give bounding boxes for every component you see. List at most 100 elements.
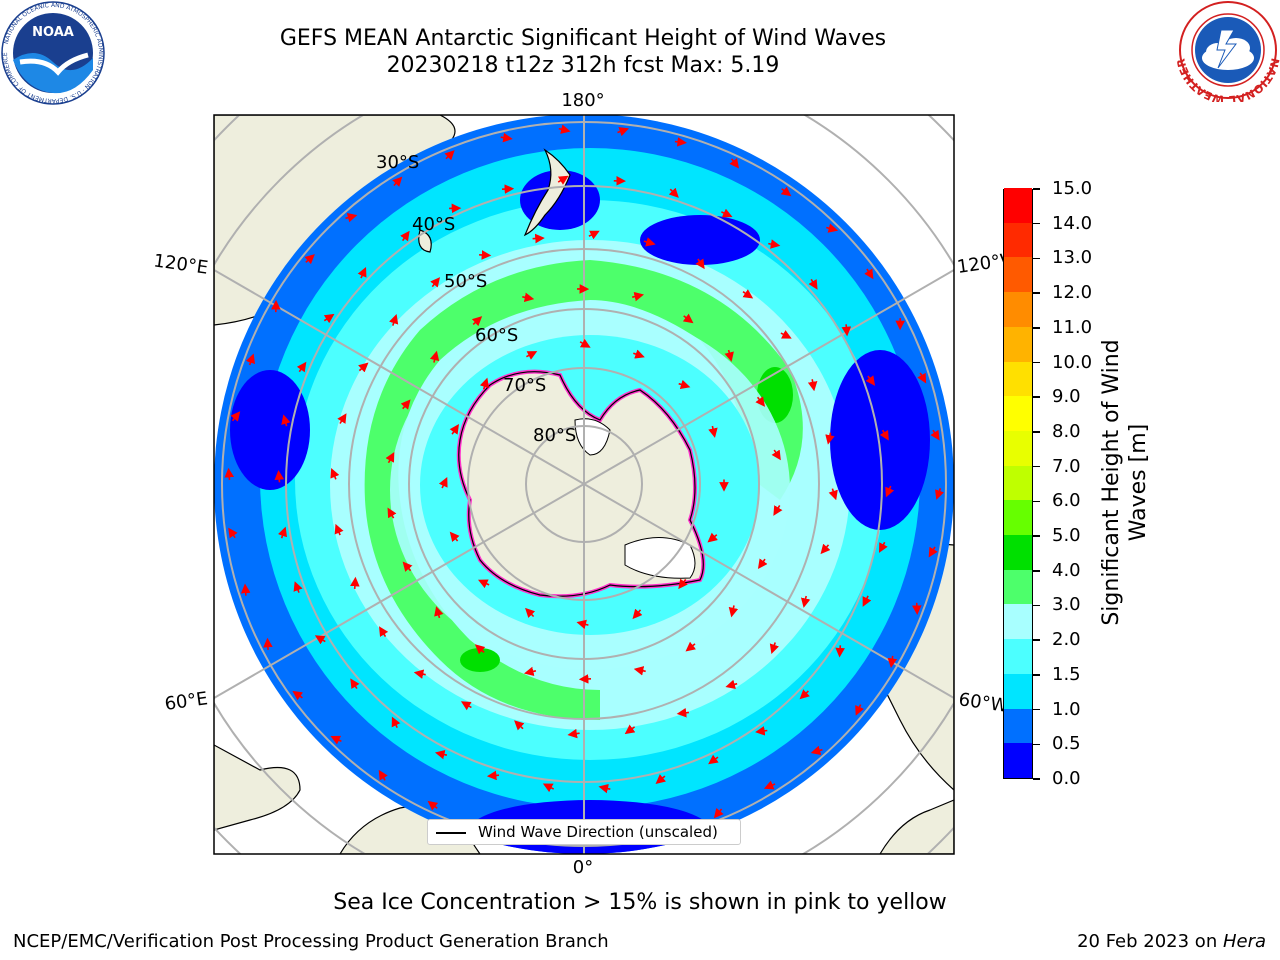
wind-wave-arrow xyxy=(330,735,342,745)
wind-wave-arrow xyxy=(557,175,569,185)
wind-wave-arrow xyxy=(245,353,255,366)
colorbar-tick-label: 11.0 xyxy=(1052,316,1093,338)
wind-wave-arrow xyxy=(810,745,823,756)
wind-wave-arrow xyxy=(434,749,448,760)
wind-wave-arrow xyxy=(357,266,367,279)
land-new-zealand xyxy=(523,148,571,237)
wind-wave-arrow xyxy=(865,375,876,386)
wind-wave-arrow xyxy=(402,561,413,572)
colorbar-tick-mark xyxy=(1033,708,1040,711)
footer-credit: NCEP/EMC/Verification Post Processing Pr… xyxy=(13,931,609,952)
sea-ice-note: Sea Ice Concentration > 15% is shown in … xyxy=(333,890,947,915)
wave-field-peak-2 xyxy=(460,648,500,672)
wind-wave-arrow xyxy=(304,254,315,265)
wind-wave-arrow xyxy=(807,379,818,392)
lat-label-80s: 80°S xyxy=(533,425,576,446)
wind-wave-arrow xyxy=(887,655,898,668)
wind-wave-arrow xyxy=(729,158,740,169)
wind-wave-arrow xyxy=(800,595,811,608)
colorbar-tick-label: 2.0 xyxy=(1052,629,1081,651)
wind-wave-arrow xyxy=(532,233,545,244)
colorbar-segment xyxy=(1004,222,1032,258)
wind-wave-arrow xyxy=(514,720,525,731)
wind-wave-arrow xyxy=(678,578,688,590)
colorbar-tick-mark xyxy=(1033,778,1040,780)
legend-label: Wind Wave Direction (unscaled) xyxy=(478,823,718,841)
colorbar-segment xyxy=(1004,291,1032,327)
wind-wave-arrow xyxy=(757,558,768,570)
land-tasmania xyxy=(418,229,432,253)
wind-wave-arrow xyxy=(755,396,766,407)
lon-label-60e: 60°E xyxy=(163,688,209,715)
colorbar-tick-label: 0.0 xyxy=(1052,768,1081,789)
colorbar-segment xyxy=(1004,638,1032,674)
land-madagascar xyxy=(214,744,301,831)
wind-wave-arrow xyxy=(525,607,536,619)
colorbar-segment xyxy=(1004,534,1032,570)
colorbar-segment xyxy=(1004,430,1032,466)
wind-wave-arrow xyxy=(392,176,403,187)
wave-field-low-east xyxy=(830,350,930,530)
wind-wave-arrow xyxy=(444,150,455,161)
colorbar-segment xyxy=(1004,187,1032,223)
wind-wave-arrow xyxy=(841,324,852,337)
wind-wave-arrow xyxy=(879,429,889,441)
wind-wave-arrow xyxy=(460,701,472,711)
wind-wave-arrow xyxy=(579,338,591,348)
wind-wave-arrow xyxy=(277,526,287,539)
wind-wave-arrow xyxy=(558,124,571,134)
wind-wave-arrow xyxy=(471,316,483,327)
wind-wave-arrow xyxy=(500,132,513,143)
wind-wave-arrow xyxy=(263,637,273,650)
wind-wave-arrow xyxy=(391,716,401,729)
colorbar-segment xyxy=(1004,603,1032,640)
colorbar-tick-mark xyxy=(1033,639,1040,641)
colorbar-segment xyxy=(1004,742,1032,778)
wind-wave-arrow xyxy=(708,754,719,765)
wave-field-low-north xyxy=(640,215,760,265)
wind-wave-arrow xyxy=(878,541,888,553)
wind-wave-arrow xyxy=(228,527,238,539)
wind-wave-arrow xyxy=(449,531,460,543)
wind-wave-arrow xyxy=(826,223,839,233)
lon-label-120e: 120°E xyxy=(152,250,209,278)
wind-wave-arrow xyxy=(400,399,411,410)
colorbar-tick-mark xyxy=(1033,743,1040,746)
colorbar-tick-label: 15.0 xyxy=(1052,178,1093,199)
colorbar-tick-mark xyxy=(1033,361,1040,364)
wind-wave-arrow xyxy=(771,449,781,461)
colorbar-tick-mark xyxy=(1033,188,1040,190)
colorbar-tick-label: 12.0 xyxy=(1052,282,1093,304)
wind-wave-arrow xyxy=(358,362,369,373)
wind-wave-arrow xyxy=(350,678,360,690)
lat-label-50s: 50°S xyxy=(444,271,487,292)
wind-wave-arrow xyxy=(427,800,439,811)
colorbar-tick-label: 1.5 xyxy=(1052,663,1081,685)
wind-wave-arrow xyxy=(742,289,754,299)
wind-wave-arrow xyxy=(885,485,895,498)
wind-wave-arrow xyxy=(695,258,705,270)
land-africa-east xyxy=(879,799,954,854)
wind-wave-arrow xyxy=(633,666,646,676)
wind-wave-arrow xyxy=(624,724,636,735)
map-legend: Wind Wave Direction (unscaled) xyxy=(427,819,741,845)
colorbar-tick-mark xyxy=(1033,327,1040,329)
wind-wave-arrow xyxy=(314,635,326,645)
lon-label-0: 0° xyxy=(573,857,593,878)
wind-wave-arrow xyxy=(434,606,444,619)
wind-wave-arrow xyxy=(676,707,689,718)
wind-wave-arrow xyxy=(486,770,500,781)
wind-wave-arrow xyxy=(526,351,538,360)
noaa-logo: NOAA NATIONAL OCEANIC AND ATMOSPHERIC AD… xyxy=(1,1,105,105)
lat-label-60s: 60°S xyxy=(475,325,518,346)
wind-wave-arrow xyxy=(632,291,645,302)
colorbar-segment xyxy=(1004,256,1032,293)
wind-wave-arrow xyxy=(413,669,426,679)
wind-wave-arrow xyxy=(935,488,945,500)
wind-wave-arrow xyxy=(768,239,781,249)
wind-wave-arrow xyxy=(668,187,679,198)
lon-label-180: 180° xyxy=(561,90,604,111)
colorbar-tick-mark xyxy=(1033,396,1040,398)
colorbar-tick-label: 3.0 xyxy=(1052,594,1081,616)
colorbar-tick-label: 6.0 xyxy=(1052,490,1081,512)
